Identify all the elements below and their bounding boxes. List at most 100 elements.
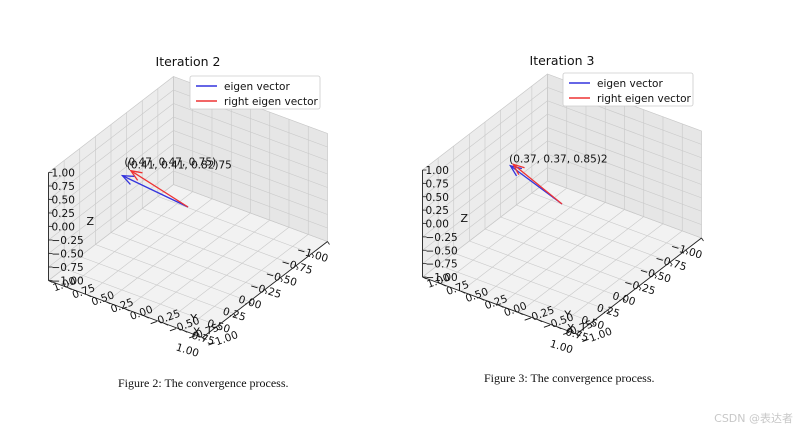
grid-line <box>86 198 213 295</box>
legend-label: eigen vector <box>597 78 663 90</box>
legend: eigen vector right eigen vector <box>562 72 694 107</box>
z-tick-label: −0.50 <box>52 249 84 261</box>
x-tick <box>202 337 205 341</box>
grid-line <box>106 205 232 303</box>
x-tick <box>576 333 579 338</box>
grid-line <box>48 103 174 200</box>
legend-box <box>562 72 694 107</box>
y-axis-title: Y <box>563 308 571 321</box>
y-tick <box>557 326 562 330</box>
z-tick-label: 0.25 <box>426 205 449 217</box>
x-tick <box>295 265 299 269</box>
grid-line <box>547 127 702 185</box>
grid-line <box>64 268 219 326</box>
z-axis-title: Z <box>461 212 469 225</box>
z-tick-label: −0.25 <box>426 232 458 244</box>
vector-label-right: (0.41, 0.41, 0.82)75 <box>127 160 232 172</box>
y-tick <box>86 294 92 298</box>
z-tick-label: 0.75 <box>52 181 75 193</box>
x-tick <box>233 313 237 317</box>
grid-line <box>67 191 193 288</box>
grid-line <box>422 180 548 278</box>
grid-line <box>422 113 548 211</box>
z-tick-label: −1.00 <box>52 276 84 288</box>
tick-labels: −1.00−1.00−1.00−0.75−0.75−0.75−0.50−0.50… <box>422 165 704 356</box>
vector-label-right: (0.37, 0.37, 0.85)2 <box>509 153 607 165</box>
vector-head <box>511 163 525 176</box>
z-tick-label: 0.00 <box>426 219 449 231</box>
x-tick <box>280 277 283 281</box>
y-axis-title: Y <box>189 312 197 325</box>
x-tick-label: 1.00 <box>548 338 574 356</box>
z-tick-label: 0.75 <box>426 178 449 190</box>
y-tick <box>183 330 188 333</box>
x-tick <box>327 241 330 245</box>
grid-lines <box>48 76 328 338</box>
z-tick-label: 0.50 <box>426 192 449 204</box>
x-tick <box>638 285 642 290</box>
grid-line <box>499 209 625 306</box>
grid-line <box>173 116 328 175</box>
grid-line <box>48 116 174 214</box>
x-tick <box>623 297 626 302</box>
x-tick <box>311 253 315 257</box>
y-tick <box>480 298 485 301</box>
figure-caption-2: Figure 3: The convergence process. <box>484 371 655 385</box>
z-tick-label: 0.25 <box>52 208 75 220</box>
grid-line <box>547 113 702 172</box>
x-tick <box>264 289 268 293</box>
vector-shaft <box>512 163 563 205</box>
grid-line <box>79 256 234 314</box>
grid-line <box>441 187 567 285</box>
x-tick <box>701 237 704 242</box>
vector-right-eigen <box>129 169 189 208</box>
x-tick <box>249 301 252 305</box>
grid-line <box>469 240 624 299</box>
vector-eigen <box>120 174 189 208</box>
legend-label: eigen vector <box>224 81 290 93</box>
grid-line <box>453 252 608 311</box>
plot-title: Iteration 3 <box>530 53 595 68</box>
grid-line <box>173 103 328 161</box>
z-tick-label: −0.75 <box>426 259 458 271</box>
grid-line <box>460 195 587 292</box>
x-tick <box>685 249 689 254</box>
plot-title: Iteration 2 <box>156 54 221 69</box>
y-tick <box>67 287 72 290</box>
x-tick <box>591 321 595 326</box>
x-tick <box>607 309 611 314</box>
y-tick <box>125 308 130 312</box>
grid-line <box>422 73 548 171</box>
y-tick <box>499 305 504 308</box>
figure-caption-1: Figure 2: The convergence process. <box>118 376 289 390</box>
grid-line <box>438 264 593 323</box>
watermark: CSDN @表达者 <box>714 412 793 425</box>
vector-head <box>120 174 135 185</box>
grid-line <box>480 202 606 299</box>
legend-box <box>189 75 321 110</box>
y-tick <box>537 319 543 323</box>
subplot-1: −1.00−1.00−1.00−0.75−0.75−0.75−0.50−0.50… <box>47 54 330 360</box>
vector-right-eigen <box>511 163 563 205</box>
z-tick-label: −1.00 <box>426 272 458 284</box>
legend: eigen vector right eigen vector <box>189 75 321 110</box>
grid-line <box>125 212 251 310</box>
x-axis-title: X <box>567 322 575 335</box>
grid-lines <box>422 73 702 335</box>
z-tick-label: −0.25 <box>52 235 84 247</box>
subplot-2: −1.00−1.00−1.00−0.75−0.75−0.75−0.50−0.50… <box>421 53 704 356</box>
grid-line <box>422 87 548 184</box>
grid-line <box>547 100 702 159</box>
grid-line <box>422 127 548 224</box>
z-tick-label: −0.50 <box>426 245 458 257</box>
grid-line <box>173 130 328 188</box>
x-tick <box>669 261 673 266</box>
y-tick <box>518 312 523 315</box>
grid-line <box>95 244 250 302</box>
x-tick <box>217 325 221 329</box>
grid-line <box>48 76 174 173</box>
x-axis-title: X <box>193 325 201 338</box>
y-tick <box>441 283 446 287</box>
grid-line <box>422 100 548 197</box>
